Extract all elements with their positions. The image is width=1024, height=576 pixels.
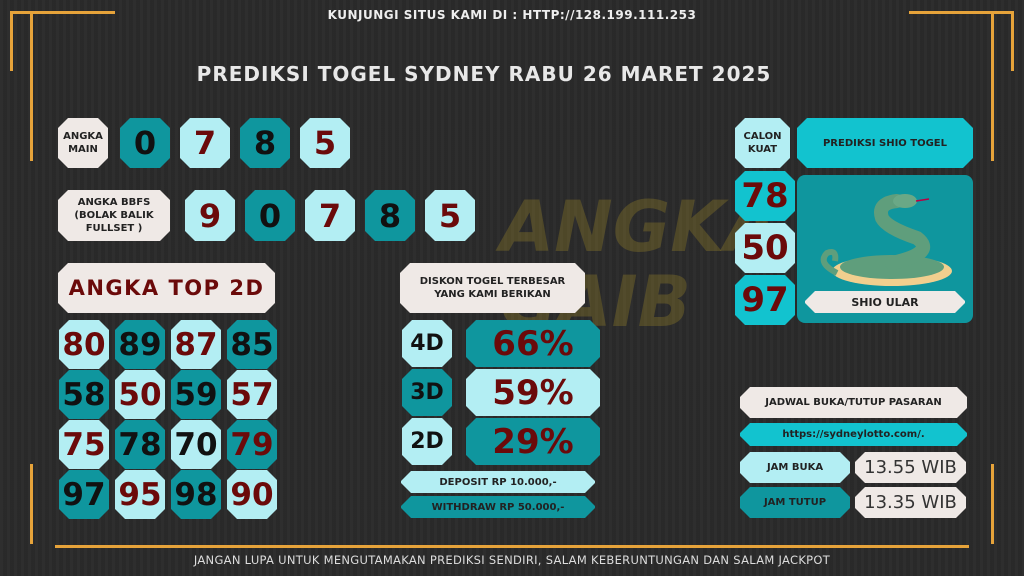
main-digit: 0 [120,118,170,168]
shio-name: SHIO ULAR [805,291,965,313]
calon-kuat-number: 50 [735,223,795,273]
bbfs-label: ANGKA BBFS (BOLAK BALIK FULLSET ) [58,190,170,241]
frame-line [1011,11,1014,71]
diskon-value: 29% [466,418,600,465]
diskon-value: 66% [466,320,600,367]
bbfs-digit: 5 [425,190,475,241]
frame-line [30,11,33,161]
deposit-info: DEPOSIT RP 10.000,- [401,471,595,493]
top2d-cell: 97 [59,470,109,519]
top2d-cell: 95 [115,470,165,519]
diskon-type: 3D [402,369,452,416]
bbfs-digit: 8 [365,190,415,241]
top2d-cell: 57 [227,370,277,419]
shio-panel: SHIO ULAR [797,175,973,323]
market-url-link[interactable]: https://sydneylotto.com/. [740,423,967,446]
diskon-type: 2D [402,418,452,465]
top2d-label: ANGKA TOP 2D [58,263,275,313]
frame-line [30,464,33,544]
top2d-cell: 85 [227,320,277,369]
top2d-cell: 70 [171,420,221,469]
calon-kuat-label: CALON KUAT [735,118,790,168]
top2d-cell: 90 [227,470,277,519]
top2d-cell: 87 [171,320,221,369]
top2d-cell: 79 [227,420,277,469]
top2d-cell: 59 [171,370,221,419]
frame-line [10,11,115,14]
withdraw-info: WITHDRAW RP 50.000,- [401,496,595,518]
frame-line [10,11,13,71]
shio-header: PREDIKSI SHIO TOGEL [797,118,973,168]
jam-buka-time: 13.55 WIB [855,452,966,483]
jadwal-label: JADWAL BUKA/TUTUP PASARAN [740,387,967,418]
jam-buka-label: JAM BUKA [740,452,850,483]
diskon-type: 4D [402,320,452,367]
footer-text: JANGAN LUPA UNTUK MENGUTAMAKAN PREDIKSI … [193,553,831,567]
top2d-cell: 50 [115,370,165,419]
main-digit: 7 [180,118,230,168]
top2d-cell: 75 [59,420,109,469]
main-digit: 8 [240,118,290,168]
page-title: PREDIKSI TOGEL SYDNEY RABU 26 MARET 2025 [196,62,772,86]
angka-main-label: ANGKA MAIN [58,118,108,168]
top2d-cell: 78 [115,420,165,469]
top2d-cell: 98 [171,470,221,519]
jam-tutup-label: JAM TUTUP [740,487,850,518]
top2d-cell: 58 [59,370,109,419]
bbfs-digit: 0 [245,190,295,241]
jam-tutup-time: 13.35 WIB [855,487,966,518]
top2d-cell: 80 [59,320,109,369]
snake-icon [820,194,952,286]
diskon-label: DISKON TOGEL TERBESAR YANG KAMI BERIKAN [400,263,585,313]
main-digit: 5 [300,118,350,168]
top2d-cell: 89 [115,320,165,369]
calon-kuat-number: 78 [735,171,795,221]
frame-line [909,11,1014,14]
calon-kuat-number: 97 [735,275,795,325]
frame-line [991,11,994,161]
bbfs-digit: 9 [185,190,235,241]
visit-text: KUNJUNGI SITUS KAMI DI : HTTP://128.199.… [327,8,697,22]
frame-line [991,464,994,544]
frame-line [55,545,969,548]
diskon-value: 59% [466,369,600,416]
bbfs-digit: 7 [305,190,355,241]
